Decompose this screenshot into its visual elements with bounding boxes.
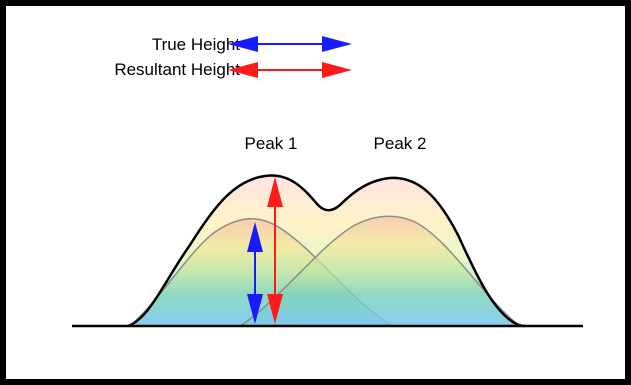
- peak-2-label: Peak 2: [373, 134, 427, 153]
- true-height-arrow: [247, 222, 263, 324]
- peak-1-label: Peak 1: [244, 134, 298, 153]
- legend-resultant-height-arrow: [228, 62, 352, 78]
- combined-envelope-outline: [127, 174, 526, 328]
- legend-resultant-height-label: Resultant Height: [114, 60, 240, 79]
- peak-2-curve: [237, 215, 523, 327]
- legend-true-height-arrow: [228, 36, 352, 52]
- resultant-height-arrow: [267, 177, 283, 324]
- legend-true-height-label: True Height: [151, 35, 240, 54]
